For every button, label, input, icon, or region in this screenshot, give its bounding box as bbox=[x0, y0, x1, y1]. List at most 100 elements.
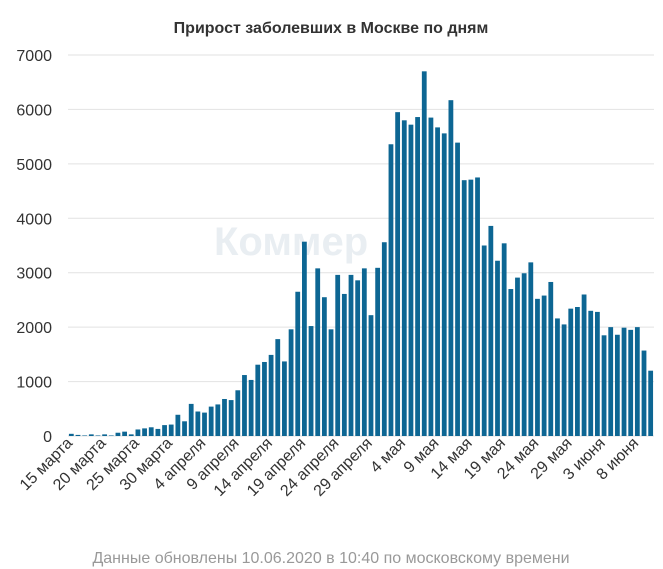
bar bbox=[315, 268, 321, 436]
y-tick-label: 0 bbox=[43, 429, 52, 446]
bar bbox=[568, 308, 574, 436]
bar bbox=[341, 293, 347, 436]
bar bbox=[162, 425, 167, 436]
bar bbox=[595, 311, 600, 436]
bar bbox=[122, 431, 127, 436]
bar bbox=[428, 117, 434, 436]
bar bbox=[548, 281, 554, 436]
bar bbox=[581, 294, 587, 436]
bar bbox=[468, 179, 474, 436]
bar bbox=[222, 398, 227, 436]
bar bbox=[75, 434, 81, 436]
bar bbox=[142, 428, 147, 436]
bar bbox=[395, 112, 401, 437]
y-tick-label: 7000 bbox=[16, 48, 52, 65]
bar bbox=[215, 404, 221, 436]
bar bbox=[628, 329, 634, 436]
bar bbox=[302, 241, 307, 436]
chart-title: Прирост заболевших в Москве по дням bbox=[174, 20, 489, 37]
y-tick-label: 6000 bbox=[16, 102, 52, 119]
bar bbox=[88, 434, 94, 436]
bar bbox=[102, 434, 108, 436]
x-tick-label: 4 мая bbox=[367, 435, 409, 477]
y-axis-ticks: 0 1000 2000 3000 4000 5000 6000 7000 bbox=[16, 48, 52, 446]
bar bbox=[288, 329, 294, 436]
bar bbox=[95, 435, 101, 436]
bar bbox=[508, 289, 514, 436]
bar bbox=[275, 339, 281, 436]
bar bbox=[255, 364, 261, 436]
bar bbox=[495, 260, 500, 436]
bar bbox=[535, 298, 540, 436]
bar bbox=[541, 295, 547, 436]
bar bbox=[501, 243, 507, 436]
bar bbox=[68, 433, 74, 436]
bar bbox=[608, 327, 614, 436]
bar bbox=[262, 361, 267, 436]
bar bbox=[381, 242, 387, 436]
bar bbox=[248, 379, 254, 436]
bar bbox=[282, 361, 287, 436]
bar bbox=[648, 370, 654, 436]
bar bbox=[295, 291, 301, 436]
bar bbox=[361, 268, 367, 436]
bar bbox=[555, 318, 560, 436]
y-tick-label: 5000 bbox=[16, 157, 52, 174]
bar bbox=[135, 429, 141, 436]
bar bbox=[575, 307, 580, 436]
bar bbox=[148, 427, 154, 436]
bar bbox=[441, 133, 447, 436]
y-tick-label: 1000 bbox=[16, 375, 52, 392]
bar bbox=[128, 434, 134, 436]
bar bbox=[242, 375, 247, 436]
bar bbox=[475, 177, 480, 436]
grid-lines bbox=[68, 54, 654, 437]
bar bbox=[561, 324, 567, 436]
bar bbox=[621, 327, 627, 436]
bar bbox=[614, 334, 620, 436]
bar bbox=[175, 414, 181, 436]
bar bbox=[335, 274, 341, 436]
bar bbox=[375, 267, 381, 436]
bar bbox=[521, 273, 527, 436]
bar bbox=[421, 71, 427, 436]
bar bbox=[601, 335, 607, 436]
bars bbox=[68, 71, 654, 437]
bar bbox=[155, 428, 161, 436]
bar bbox=[168, 424, 174, 436]
bar bbox=[202, 412, 207, 436]
bar bbox=[308, 326, 314, 436]
bar bbox=[188, 403, 194, 436]
bar bbox=[455, 142, 460, 436]
bar bbox=[528, 262, 534, 436]
update-note: Данные обновлены 10.06.2020 в 10:40 по м… bbox=[92, 550, 569, 567]
bar bbox=[195, 411, 201, 436]
y-tick-label: 2000 bbox=[16, 320, 52, 337]
bar bbox=[641, 350, 647, 436]
bar bbox=[328, 329, 334, 436]
bar bbox=[348, 274, 354, 436]
bar bbox=[228, 400, 234, 436]
bar bbox=[415, 117, 420, 437]
bar bbox=[115, 432, 121, 436]
bar bbox=[182, 421, 187, 436]
bar bbox=[515, 277, 520, 436]
y-tick-label: 3000 bbox=[16, 266, 52, 283]
bar bbox=[461, 180, 467, 436]
bar bbox=[108, 435, 114, 436]
bar bbox=[208, 406, 214, 436]
bar bbox=[588, 310, 594, 436]
bar bbox=[388, 144, 394, 436]
bar bbox=[435, 127, 440, 436]
bar bbox=[235, 390, 241, 436]
y-tick-label: 4000 bbox=[16, 211, 52, 228]
bar bbox=[408, 124, 414, 437]
bar bbox=[268, 354, 274, 436]
bar bbox=[448, 100, 454, 437]
bar bbox=[368, 315, 374, 436]
bar bbox=[634, 327, 640, 436]
bar bbox=[481, 245, 487, 436]
bar bbox=[401, 120, 407, 436]
